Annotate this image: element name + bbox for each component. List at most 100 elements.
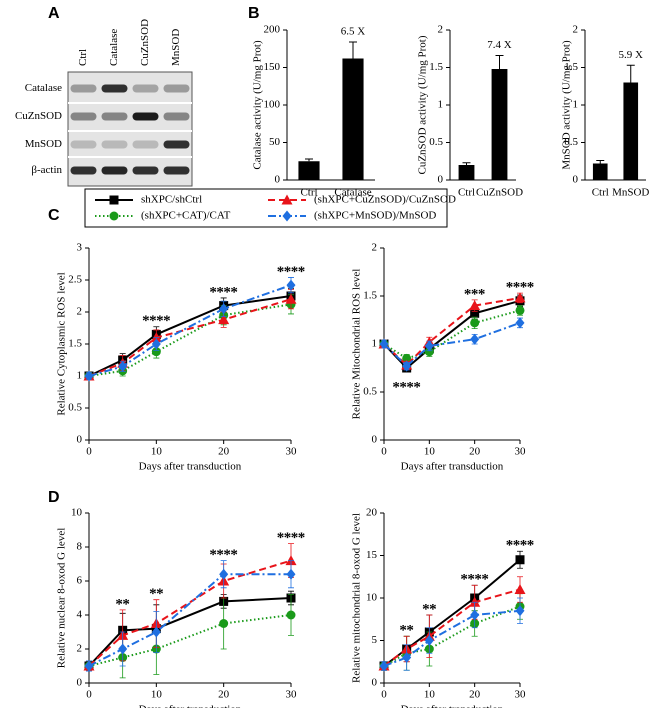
panel-label: B	[248, 5, 260, 22]
lane-label: Ctrl	[77, 49, 89, 66]
marker	[424, 635, 434, 646]
annotation: 5.9 X	[619, 49, 644, 61]
marker	[379, 660, 389, 672]
bar	[342, 58, 364, 180]
y-tick-label: 8	[77, 541, 83, 553]
row-label: CuZnSOD	[15, 110, 62, 122]
significance-star: *	[474, 572, 482, 588]
y-tick-label: 2	[372, 242, 378, 254]
significance-star: *	[298, 264, 306, 280]
marker	[469, 300, 481, 311]
y-tick-label: 0	[275, 174, 281, 186]
panel-label: D	[48, 489, 60, 506]
blot-band	[163, 166, 190, 175]
y-tick-label: 1.5	[429, 61, 443, 73]
significance-star: *	[209, 284, 217, 300]
significance-star: *	[277, 530, 285, 546]
x-tick-label: Ctrl	[458, 187, 475, 199]
y-tick-label: 2	[77, 306, 83, 318]
significance-star: *	[163, 313, 171, 329]
x-tick-label: 30	[286, 689, 298, 701]
blot-band	[132, 166, 159, 175]
significance-star: *	[230, 284, 238, 300]
x-tick-label: 30	[515, 446, 527, 458]
significance-star: *	[156, 586, 164, 602]
y-axis-label: CuZnSOD activity (U/mg Prot)	[417, 35, 429, 174]
y-tick-label: 1	[438, 99, 444, 111]
significance-star: *	[467, 572, 475, 588]
significance-star: *	[478, 286, 486, 302]
y-tick-label: 150	[264, 61, 281, 73]
significance-star: *	[527, 280, 535, 296]
marker	[218, 314, 230, 325]
y-tick-label: 10	[71, 507, 83, 519]
significance-star: *	[520, 280, 528, 296]
blot-band	[132, 112, 159, 121]
y-tick-label: 0.5	[429, 136, 443, 148]
marker	[118, 360, 128, 372]
x-tick-label: 0	[86, 446, 92, 458]
y-tick-label: 1	[77, 370, 83, 382]
legend-label: (shXPC+CAT)/CAT	[141, 210, 231, 222]
blot-band	[70, 140, 97, 149]
blot-band	[101, 140, 128, 149]
y-tick-label: 0	[372, 434, 378, 446]
x-tick-label: 10	[151, 689, 163, 701]
bar	[592, 163, 608, 180]
significance-star: *	[481, 572, 489, 588]
blot-band	[101, 166, 128, 175]
significance-star: *	[413, 379, 421, 395]
marker	[470, 318, 480, 328]
y-tick-label: 0	[438, 174, 444, 186]
y-axis-label: Catalase activity (U/mg Prot)	[252, 40, 264, 170]
bar	[458, 165, 475, 180]
error-bar	[349, 41, 357, 59]
blot-band	[132, 84, 159, 93]
marker	[402, 652, 412, 663]
marker	[286, 610, 296, 620]
significance-star: *	[149, 586, 157, 602]
x-tick-label: 20	[469, 446, 481, 458]
significance-star: *	[464, 286, 472, 302]
error-bar	[305, 158, 313, 162]
significance-star: *	[471, 286, 479, 302]
lane-label: CuZnSOD	[139, 19, 151, 66]
marker	[219, 303, 229, 315]
x-tick-label: Ctrl	[592, 187, 609, 199]
significance-star: *	[506, 538, 514, 554]
marker	[470, 333, 480, 345]
marker	[151, 347, 161, 357]
significance-star: *	[291, 264, 299, 280]
y-tick-label: 10	[366, 592, 378, 604]
marker	[281, 194, 293, 205]
significance-star: *	[513, 538, 521, 554]
bar	[491, 69, 508, 180]
x-tick-label: 0	[381, 446, 387, 458]
y-tick-label: 3	[77, 242, 83, 254]
x-tick-label: 10	[424, 689, 436, 701]
marker	[286, 568, 296, 580]
x-tick-label: 0	[381, 689, 387, 701]
marker	[514, 292, 526, 303]
marker	[424, 347, 434, 357]
y-axis-label: Relative nuclear 8-oxod G level	[56, 528, 68, 669]
significance-star: *	[392, 379, 400, 395]
significance-star: *	[223, 284, 231, 300]
y-tick-label: 200	[264, 24, 281, 36]
x-axis-label: Days after transduction	[139, 704, 242, 708]
marker	[402, 360, 412, 372]
x-tick-label: 10	[151, 446, 163, 458]
marker	[151, 338, 161, 350]
x-tick-label: CuZnSOD	[476, 187, 523, 199]
significance-star: *	[429, 601, 437, 617]
significance-star: *	[406, 623, 414, 639]
y-tick-label: 0.5	[363, 386, 377, 398]
significance-star: *	[142, 313, 150, 329]
marker	[151, 626, 161, 638]
marker	[282, 210, 292, 222]
y-tick-label: 0	[77, 677, 83, 689]
y-tick-label: 4	[77, 609, 83, 621]
marker	[150, 332, 162, 343]
error-bar	[596, 160, 605, 164]
legend-label: (shXPC+CuZnSOD)/CuZnSOD	[314, 194, 456, 206]
